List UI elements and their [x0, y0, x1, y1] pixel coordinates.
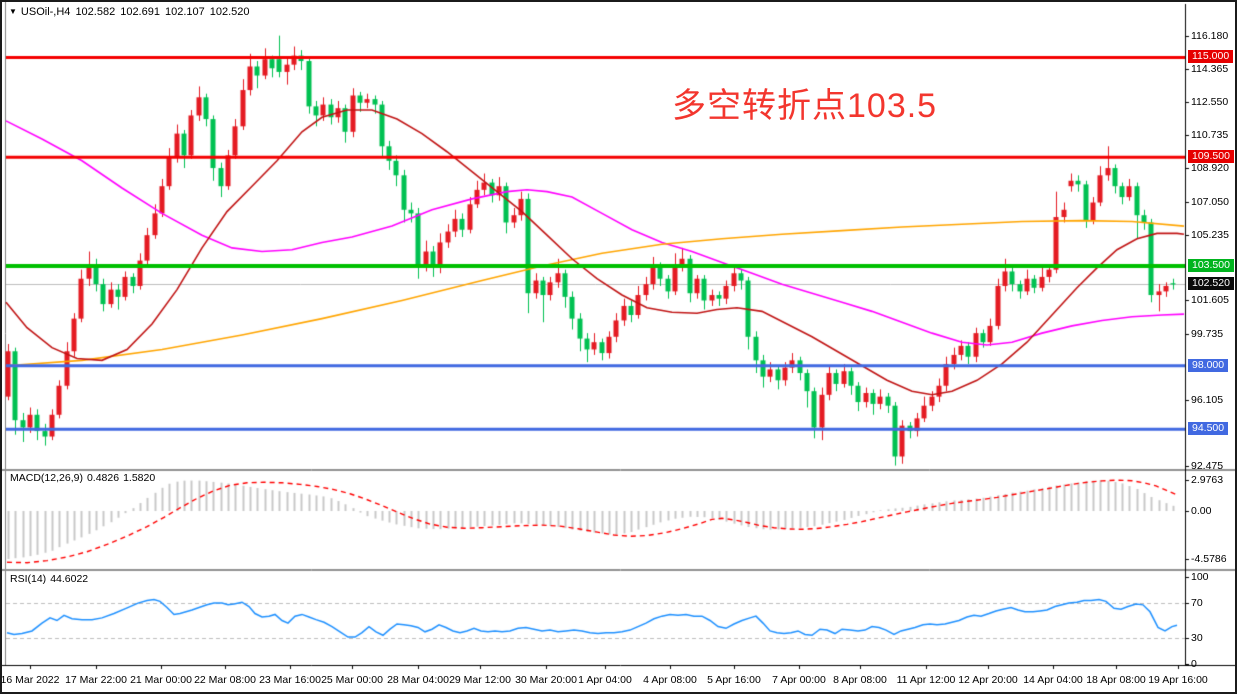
- price-axis-label: 105.235: [1191, 228, 1229, 241]
- macd-axis-label: -4.5786: [1191, 552, 1227, 565]
- rsi-panel-label: RSI(14) 44.6022: [10, 573, 92, 585]
- time-axis-label: 11 Apr 12:00: [896, 674, 956, 686]
- time-axis-label: 14 Apr 04:00: [1023, 674, 1083, 686]
- time-axis-label: 18 Apr 08:00: [1086, 674, 1146, 686]
- rsi-value: 44.6022: [50, 573, 89, 585]
- time-axis-label: 25 Mar 00:00: [321, 674, 383, 686]
- price-axis-label: 114.365: [1191, 62, 1229, 75]
- time-axis-label: 17 Mar 22:00: [65, 674, 127, 686]
- price-axis-label: 99.735: [1191, 328, 1224, 341]
- symbol-dropdown-icon[interactable]: ▼: [9, 7, 17, 16]
- time-axis-label: 21 Mar 00:00: [130, 674, 192, 686]
- price-axis-badge: 102.520: [1188, 276, 1234, 290]
- time-axis-label: 29 Mar 12:00: [449, 674, 511, 686]
- symbol-period-label: USOil-,H4: [20, 6, 71, 18]
- rsi-axis-label: 100: [1191, 571, 1209, 583]
- price-axis-label: 108.920: [1191, 161, 1229, 174]
- macd-signal-value: 1.5820: [123, 472, 156, 484]
- time-axis-label: 5 Apr 16:00: [707, 674, 761, 686]
- time-axis-label: 4 Apr 08:00: [643, 674, 697, 686]
- macd-axis-label: 2.9763: [1191, 473, 1224, 486]
- time-axis-label: 30 Mar 20:00: [515, 674, 577, 686]
- rsi-axis-label: 70: [1191, 597, 1203, 610]
- price-axis-badge: 115.000: [1188, 50, 1234, 64]
- annotation-text[interactable]: 多空转折点103.5: [672, 87, 938, 125]
- price-axis-label: 110.735: [1191, 128, 1229, 141]
- price-axis-badge: 98.000: [1188, 358, 1229, 372]
- rsi-indicator-name: RSI(14): [10, 573, 47, 585]
- price-axis-label: 101.605: [1191, 294, 1229, 307]
- macd-panel-label: MACD(12,26,9) 0.4826 1.5820: [10, 472, 159, 484]
- price-axis-label: 116.180: [1191, 30, 1229, 42]
- low-value: 102.107: [164, 6, 205, 18]
- price-axis-badge: 103.500: [1188, 259, 1234, 272]
- price-axis-label: 112.550: [1191, 95, 1229, 108]
- time-axis-label: 23 Mar 16:00: [259, 674, 321, 686]
- time-axis-label: 12 Apr 20:00: [958, 674, 1018, 686]
- close-value: 102.520: [209, 6, 250, 18]
- macd-axis-label: 0.00: [1191, 505, 1212, 517]
- price-axis-label: 92.475: [1191, 460, 1224, 472]
- macd-main-value: 0.4826: [86, 472, 120, 484]
- time-axis-label: 7 Apr 00:00: [772, 674, 826, 686]
- time-axis-label: 28 Mar 04:00: [387, 674, 449, 686]
- time-axis-label: 1 Apr 04:00: [578, 674, 632, 686]
- time-axis-label: 8 Apr 08:00: [833, 674, 887, 686]
- time-axis-label: 19 Apr 16:00: [1148, 674, 1208, 686]
- price-axis-label: 107.050: [1191, 195, 1229, 208]
- price-axis-badge: 109.500: [1188, 150, 1234, 164]
- open-value: 102.582: [75, 6, 116, 18]
- macd-indicator-name: MACD(12,26,9): [10, 472, 83, 484]
- time-axis-label: 16 Mar 2022: [0, 674, 60, 686]
- price-axis-badge: 94.500: [1188, 422, 1229, 436]
- rsi-axis-label: 0: [1191, 658, 1197, 670]
- chart-header-ohlc: ▼ USOil-,H4 102.582 102.691 102.107 102.520: [9, 6, 255, 18]
- price-axis-label: 96.105: [1191, 394, 1224, 407]
- high-value: 102.691: [120, 6, 160, 18]
- time-axis-label: 22 Mar 08:00: [194, 674, 256, 686]
- rsi-axis-label: 30: [1191, 631, 1203, 644]
